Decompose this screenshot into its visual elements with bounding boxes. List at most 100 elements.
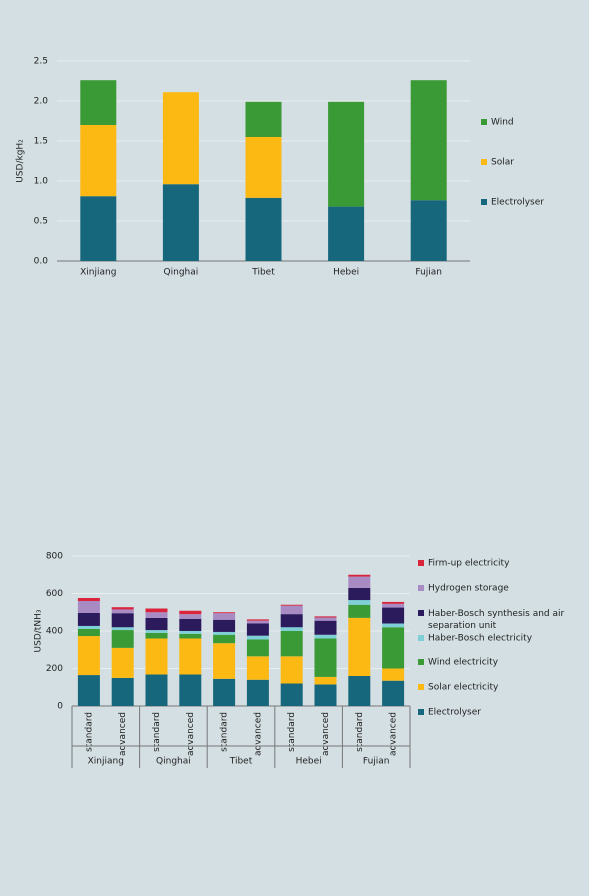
bar-segment (145, 638, 168, 675)
x-tick-label: standard (355, 712, 365, 752)
bar-segment (77, 675, 100, 706)
bar-segment (314, 620, 337, 635)
x-tick-label: standard (84, 712, 94, 752)
bar-segment (382, 603, 405, 608)
bar-segment (314, 634, 337, 639)
legend-swatch (418, 635, 424, 641)
bar-segment (348, 576, 371, 588)
y-tick-label: 400 (46, 627, 63, 637)
bar-segment (77, 598, 100, 601)
bar-segment (280, 614, 303, 628)
bar-segment (80, 125, 117, 197)
legend-label: Wind electricity (428, 658, 499, 668)
bar-segment (111, 647, 134, 678)
bar-segment (382, 607, 405, 624)
bar-segment (246, 679, 269, 706)
y-axis-title: USD/tNH₃ (34, 609, 44, 652)
bar-segment (280, 627, 303, 631)
bar-segment (145, 630, 168, 633)
bar-segment (246, 620, 269, 624)
bar-segment (179, 633, 202, 639)
bar-segment (145, 608, 168, 613)
legend-label: Electrolyser (491, 198, 544, 208)
bar-segment (179, 610, 202, 615)
x-tick-label: standard (287, 712, 297, 752)
bar-segment (179, 614, 202, 619)
bar-segment (410, 80, 447, 201)
y-tick-label: 1.5 (34, 137, 48, 147)
legend-swatch (418, 659, 424, 665)
x-tick-label: advanced (253, 712, 263, 756)
bar-segment (162, 184, 199, 261)
bar-segment (245, 101, 282, 137)
bar-segment (328, 101, 365, 207)
bar-segment (80, 80, 117, 125)
bar-segment (328, 206, 365, 261)
bar-segment (280, 683, 303, 706)
group-label: Qinghai (156, 757, 191, 767)
bar-segment (213, 631, 236, 635)
x-tick-label: advanced (186, 712, 196, 756)
bar-segment (145, 617, 168, 631)
legend-label: Hydrogen storage (428, 584, 509, 594)
legend-swatch (418, 684, 424, 690)
bar-segment (213, 634, 236, 644)
bar-segment (111, 630, 134, 648)
bar-segment (348, 587, 371, 601)
bar-segment (280, 656, 303, 684)
legend-label: Electrolyser (428, 708, 481, 718)
bar-segment (145, 612, 168, 618)
bar-segment (111, 613, 134, 628)
bar-segment (179, 631, 202, 634)
bar-segment (280, 604, 303, 606)
x-tick-label: standard (220, 712, 230, 752)
bar-segment (145, 632, 168, 639)
y-axis-title: USD/kgH₂ (16, 139, 26, 183)
x-tick-label: advanced (321, 712, 331, 756)
legend-label: Firm-up electricity (428, 559, 510, 569)
y-tick-label: 200 (46, 664, 63, 674)
x-tick-label: Fujian (415, 268, 442, 278)
x-tick-label: Xinjiang (80, 268, 116, 278)
bar-segment (348, 604, 371, 618)
y-tick-label: 2.5 (34, 57, 48, 67)
bar-segment (162, 92, 199, 185)
bar-segment (382, 627, 405, 669)
bar-segment (77, 636, 100, 676)
bar-segment (111, 677, 134, 706)
legend-swatch (481, 119, 487, 125)
legend-swatch (418, 709, 424, 715)
bar-segment (213, 619, 236, 632)
y-tick-label: 800 (46, 552, 63, 562)
bar-segment (213, 643, 236, 679)
legend-label: Solar (491, 158, 514, 168)
bar-segment (382, 680, 405, 706)
bar-segment (77, 613, 100, 626)
bar-segment (145, 674, 168, 706)
group-label: Tibet (229, 757, 253, 767)
bar-segment (348, 574, 371, 577)
bar-segment (246, 656, 269, 680)
bar-segment (179, 618, 202, 631)
y-tick-label: 600 (46, 589, 63, 599)
x-tick-label: Qinghai (164, 268, 199, 278)
y-tick-label: 1.0 (34, 177, 49, 187)
bar-segment (314, 616, 337, 618)
bar-segment (314, 638, 337, 677)
bar-segment (77, 628, 100, 637)
bar-segment (246, 619, 269, 621)
bar-segment (179, 638, 202, 675)
x-tick-label: standard (152, 712, 162, 752)
bar-segment (280, 631, 303, 657)
bar-segment (213, 678, 236, 706)
bar-segment (246, 623, 269, 636)
y-tick-label: 2.0 (34, 97, 49, 107)
bar-segment (382, 601, 405, 604)
bar-segment (348, 676, 371, 706)
bar-segment (245, 137, 282, 198)
bar-segment (111, 627, 134, 631)
bar-segment (111, 609, 134, 614)
legend-swatch (418, 610, 424, 616)
x-tick-label: Tibet (251, 268, 275, 278)
